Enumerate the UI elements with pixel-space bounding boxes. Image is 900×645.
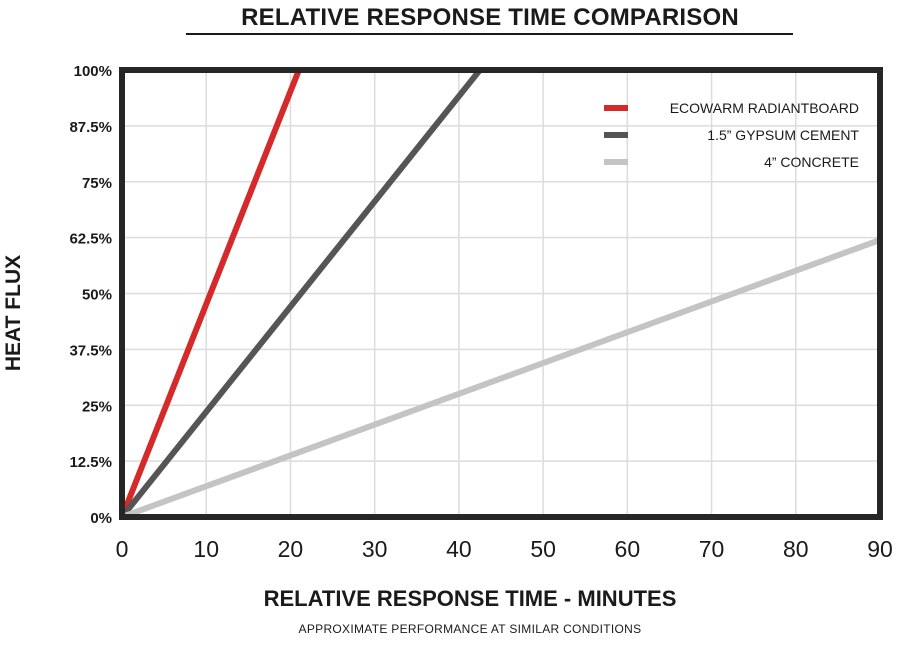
y-tick-label: 87.5%	[69, 119, 112, 136]
chart-subtitle: APPROXIMATE PERFORMANCE AT SIMILAR CONDI…	[298, 622, 642, 636]
legend-label-2: 1.5” GYPSUM CEMENT	[707, 127, 859, 143]
y-tick-label: 25%	[82, 398, 112, 415]
series-line-3	[120, 237, 882, 520]
y-tick-label: 37.5%	[69, 342, 112, 359]
series-line-1	[119, 68, 302, 519]
y-tick-label: 12.5%	[69, 454, 112, 471]
chart-title: RELATIVE RESPONSE TIME COMPARISON	[241, 4, 739, 31]
y-tick-label: 62.5%	[69, 231, 112, 248]
x-axis-label: RELATIVE RESPONSE TIME - MINUTES	[263, 586, 677, 611]
x-tick-label: 10	[193, 536, 219, 562]
x-tick-label: 90	[867, 536, 893, 562]
series-line-2	[119, 68, 483, 519]
y-tick-label: 0%	[90, 510, 112, 527]
legend-label-3: 4” CONCRETE	[764, 154, 859, 170]
legend-label-1: ECOWARM RADIANTBOARD	[670, 100, 859, 116]
x-tick-label: 20	[278, 536, 304, 562]
x-tick-label: 0	[116, 536, 129, 562]
y-tick-label: 75%	[82, 175, 112, 192]
x-tick-label: 30	[362, 536, 388, 562]
y-tick-label: 100%	[74, 63, 112, 80]
plot-frame	[119, 67, 883, 520]
x-tick-label: 80	[783, 536, 809, 562]
title-underline	[186, 33, 793, 35]
x-tick-label: 50	[530, 536, 556, 562]
x-tick-label: 60	[615, 536, 641, 562]
y-tick-label: 50%	[82, 287, 112, 304]
x-tick-label: 70	[699, 536, 725, 562]
x-tick-label: 40	[446, 536, 472, 562]
